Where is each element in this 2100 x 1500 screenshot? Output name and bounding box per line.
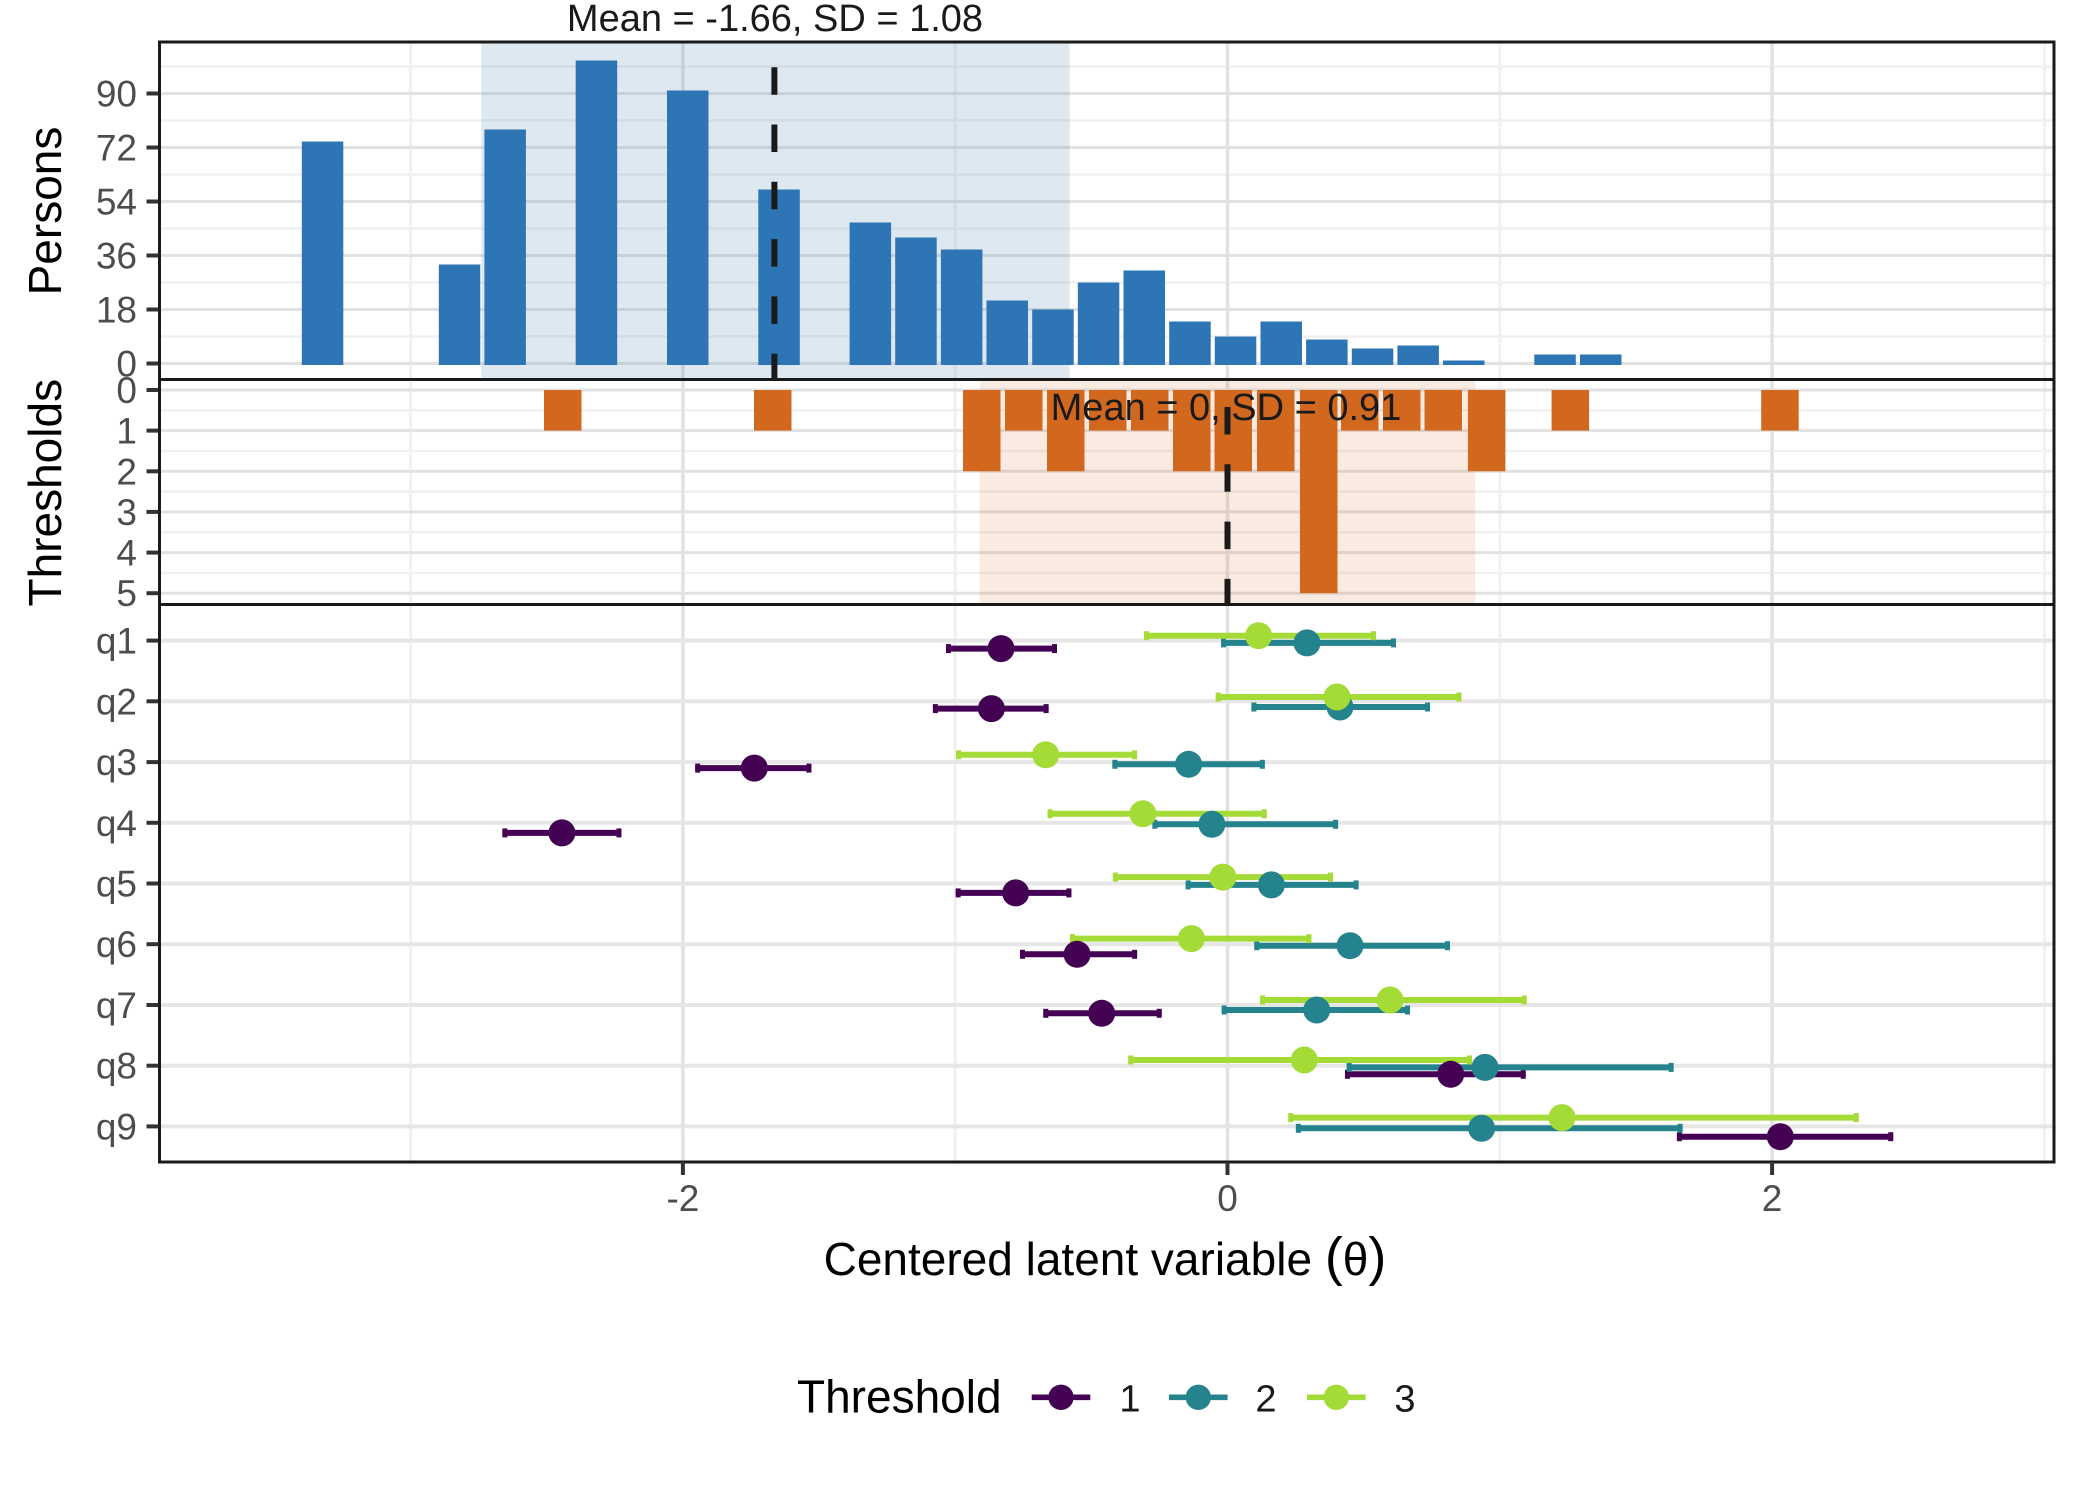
svg-text:Centered latent variable (θ): Centered latent variable (θ) <box>824 1227 1387 1287</box>
svg-text:0: 0 <box>116 370 137 411</box>
svg-text:q6: q6 <box>96 924 137 965</box>
svg-text:4: 4 <box>116 533 137 574</box>
svg-text:q2: q2 <box>96 681 137 722</box>
svg-text:q4: q4 <box>96 803 137 844</box>
svg-text:18: 18 <box>96 290 137 331</box>
svg-text:q9: q9 <box>96 1106 137 1147</box>
svg-text:Threshold: Threshold <box>797 1371 1002 1423</box>
svg-text:3: 3 <box>116 492 137 533</box>
svg-text:-2: -2 <box>666 1178 699 1219</box>
svg-text:Persons: Persons <box>19 127 71 296</box>
svg-text:54: 54 <box>96 182 137 223</box>
svg-text:2: 2 <box>1255 1379 1276 1421</box>
svg-text:q7: q7 <box>96 985 137 1026</box>
svg-text:Thresholds: Thresholds <box>19 379 71 607</box>
svg-text:1: 1 <box>1119 1379 1140 1421</box>
svg-text:q5: q5 <box>96 864 137 905</box>
svg-text:2: 2 <box>1762 1178 1783 1219</box>
svg-text:90: 90 <box>96 74 137 115</box>
svg-text:q8: q8 <box>96 1046 137 1087</box>
svg-text:0: 0 <box>1217 1178 1238 1219</box>
svg-text:3: 3 <box>1394 1379 1415 1421</box>
svg-text:q3: q3 <box>96 742 137 783</box>
svg-text:36: 36 <box>96 236 137 277</box>
svg-text:5: 5 <box>116 573 137 614</box>
svg-text:Mean = -1.66, SD = 1.08: Mean = -1.66, SD = 1.08 <box>567 0 983 40</box>
svg-text:1: 1 <box>116 411 137 452</box>
svg-text:2: 2 <box>116 451 137 492</box>
svg-text:Mean = 0, SD = 0.91: Mean = 0, SD = 0.91 <box>1051 387 1402 429</box>
svg-text:0: 0 <box>116 344 137 385</box>
svg-text:72: 72 <box>96 128 137 169</box>
svg-text:q1: q1 <box>96 621 137 662</box>
